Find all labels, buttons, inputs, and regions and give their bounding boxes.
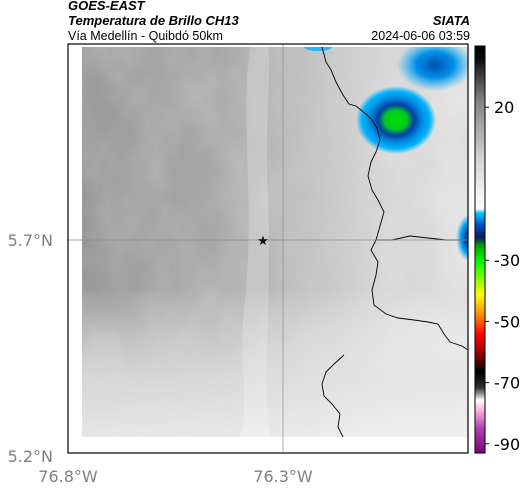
colorbar-scale <box>474 45 486 454</box>
colorbar-tick-label: 20 <box>494 98 514 117</box>
convective-cell-main <box>356 86 436 154</box>
x-tick-label: 76.3°W <box>253 467 313 486</box>
convective-cell-north <box>397 47 468 91</box>
colorbar-tick-label: -70 <box>494 374 520 393</box>
colorbar: 20 -30 -50 -70 -90 <box>474 45 520 454</box>
x-tick-label: 76.8°W <box>38 467 98 486</box>
product-title: Temperatura de Brillo CH13 <box>68 13 239 28</box>
satellite-name: GOES-EAST <box>68 0 145 13</box>
y-tick-label: 5.2°N <box>8 447 53 466</box>
colorbar-tick-label: -50 <box>494 312 520 331</box>
star-icon: ★ <box>257 234 269 249</box>
route-label: Vía Medellín - Quibdó 50km <box>68 29 223 43</box>
y-tick-label: 5.7°N <box>8 231 53 250</box>
graticule <box>68 44 468 453</box>
convective-cell-east <box>456 214 468 262</box>
plot-frame <box>67 43 469 454</box>
colorbar-tick-label: -90 <box>494 435 520 454</box>
agency-name: SIATA <box>432 13 470 28</box>
timestamp: 2024-06-06 03:59 <box>371 29 470 43</box>
imagery-layer <box>82 47 468 437</box>
colorbar-tick-label: -30 <box>494 251 520 270</box>
